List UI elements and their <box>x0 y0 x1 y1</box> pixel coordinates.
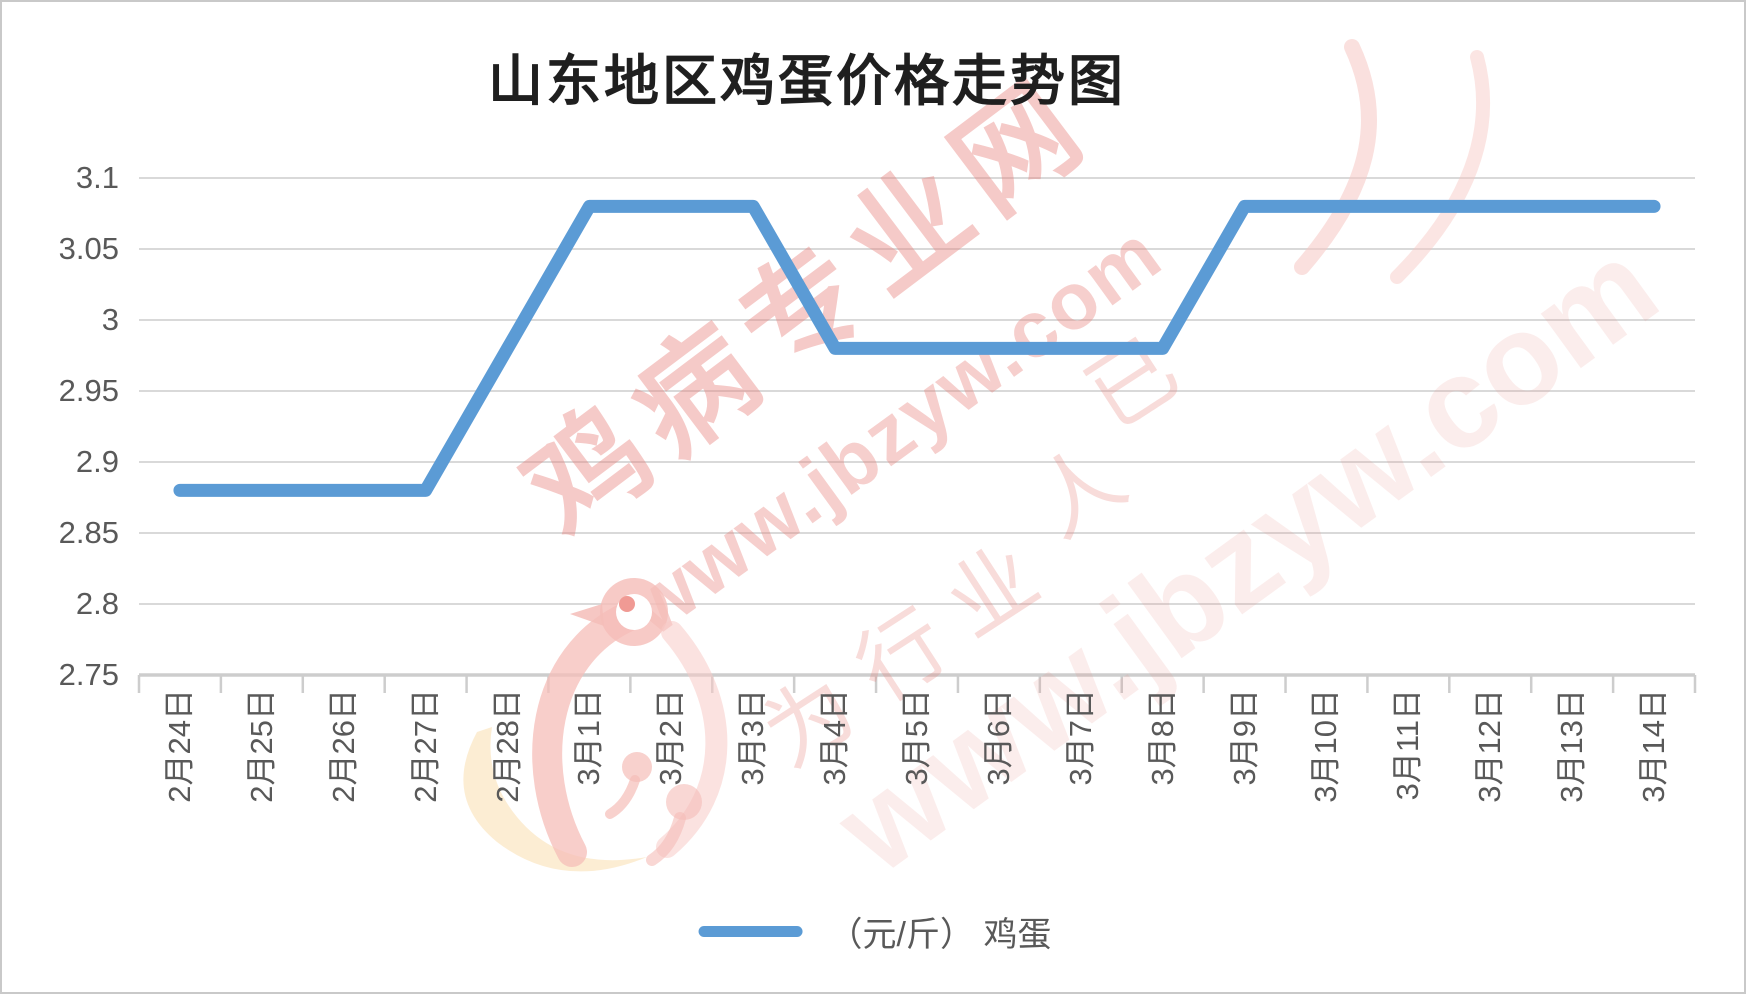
x-tick-label: 3月8日 <box>1144 689 1180 786</box>
y-tick-label: 2.9 <box>75 444 119 479</box>
x-tick-label: 3月13日 <box>1554 689 1590 803</box>
x-tick-label: 2月27日 <box>407 689 443 803</box>
x-tick-label: 2月24日 <box>161 689 197 803</box>
x-tick-label: 3月14日 <box>1636 689 1672 803</box>
x-tick-label: 3月2日 <box>653 689 689 786</box>
x-tick-label: 3月1日 <box>571 689 607 786</box>
x-tick-label: 2月25日 <box>243 689 279 803</box>
legend-line-swatch <box>698 926 803 937</box>
x-tick-label: 3月11日 <box>1390 689 1426 801</box>
y-tick-label: 3.05 <box>58 231 119 266</box>
y-tick-label: 2.95 <box>58 373 119 408</box>
x-tick-label: 3月9日 <box>1226 689 1262 786</box>
x-tick-label: 3月5日 <box>899 689 934 786</box>
x-tick-label: 3月3日 <box>735 689 771 786</box>
legend: （元/斤） 鸡蛋 <box>698 907 1052 956</box>
x-tick-label: 3月4日 <box>817 689 853 786</box>
legend-label: （元/斤） 鸡蛋 <box>828 916 1052 954</box>
x-tick-label: 3月7日 <box>1062 689 1098 786</box>
egg-price-line <box>173 199 1661 497</box>
x-tick-label: 3月10日 <box>1308 689 1344 803</box>
y-tick-label: 2.85 <box>58 515 119 550</box>
y-tick-label: 3 <box>101 302 119 337</box>
y-tick-label: 2.8 <box>75 586 119 621</box>
y-tick-label: 3.1 <box>75 160 119 195</box>
x-tick-label: 3月6日 <box>980 689 1016 786</box>
y-tick-label: 2.75 <box>58 657 119 692</box>
x-tick-label: 3月12日 <box>1472 689 1508 803</box>
x-tick-label: 2月26日 <box>325 689 361 803</box>
chart-title: 山东地区鸡蛋价格走势图 <box>487 51 1127 112</box>
x-tick-label: 2月28日 <box>489 689 525 803</box>
